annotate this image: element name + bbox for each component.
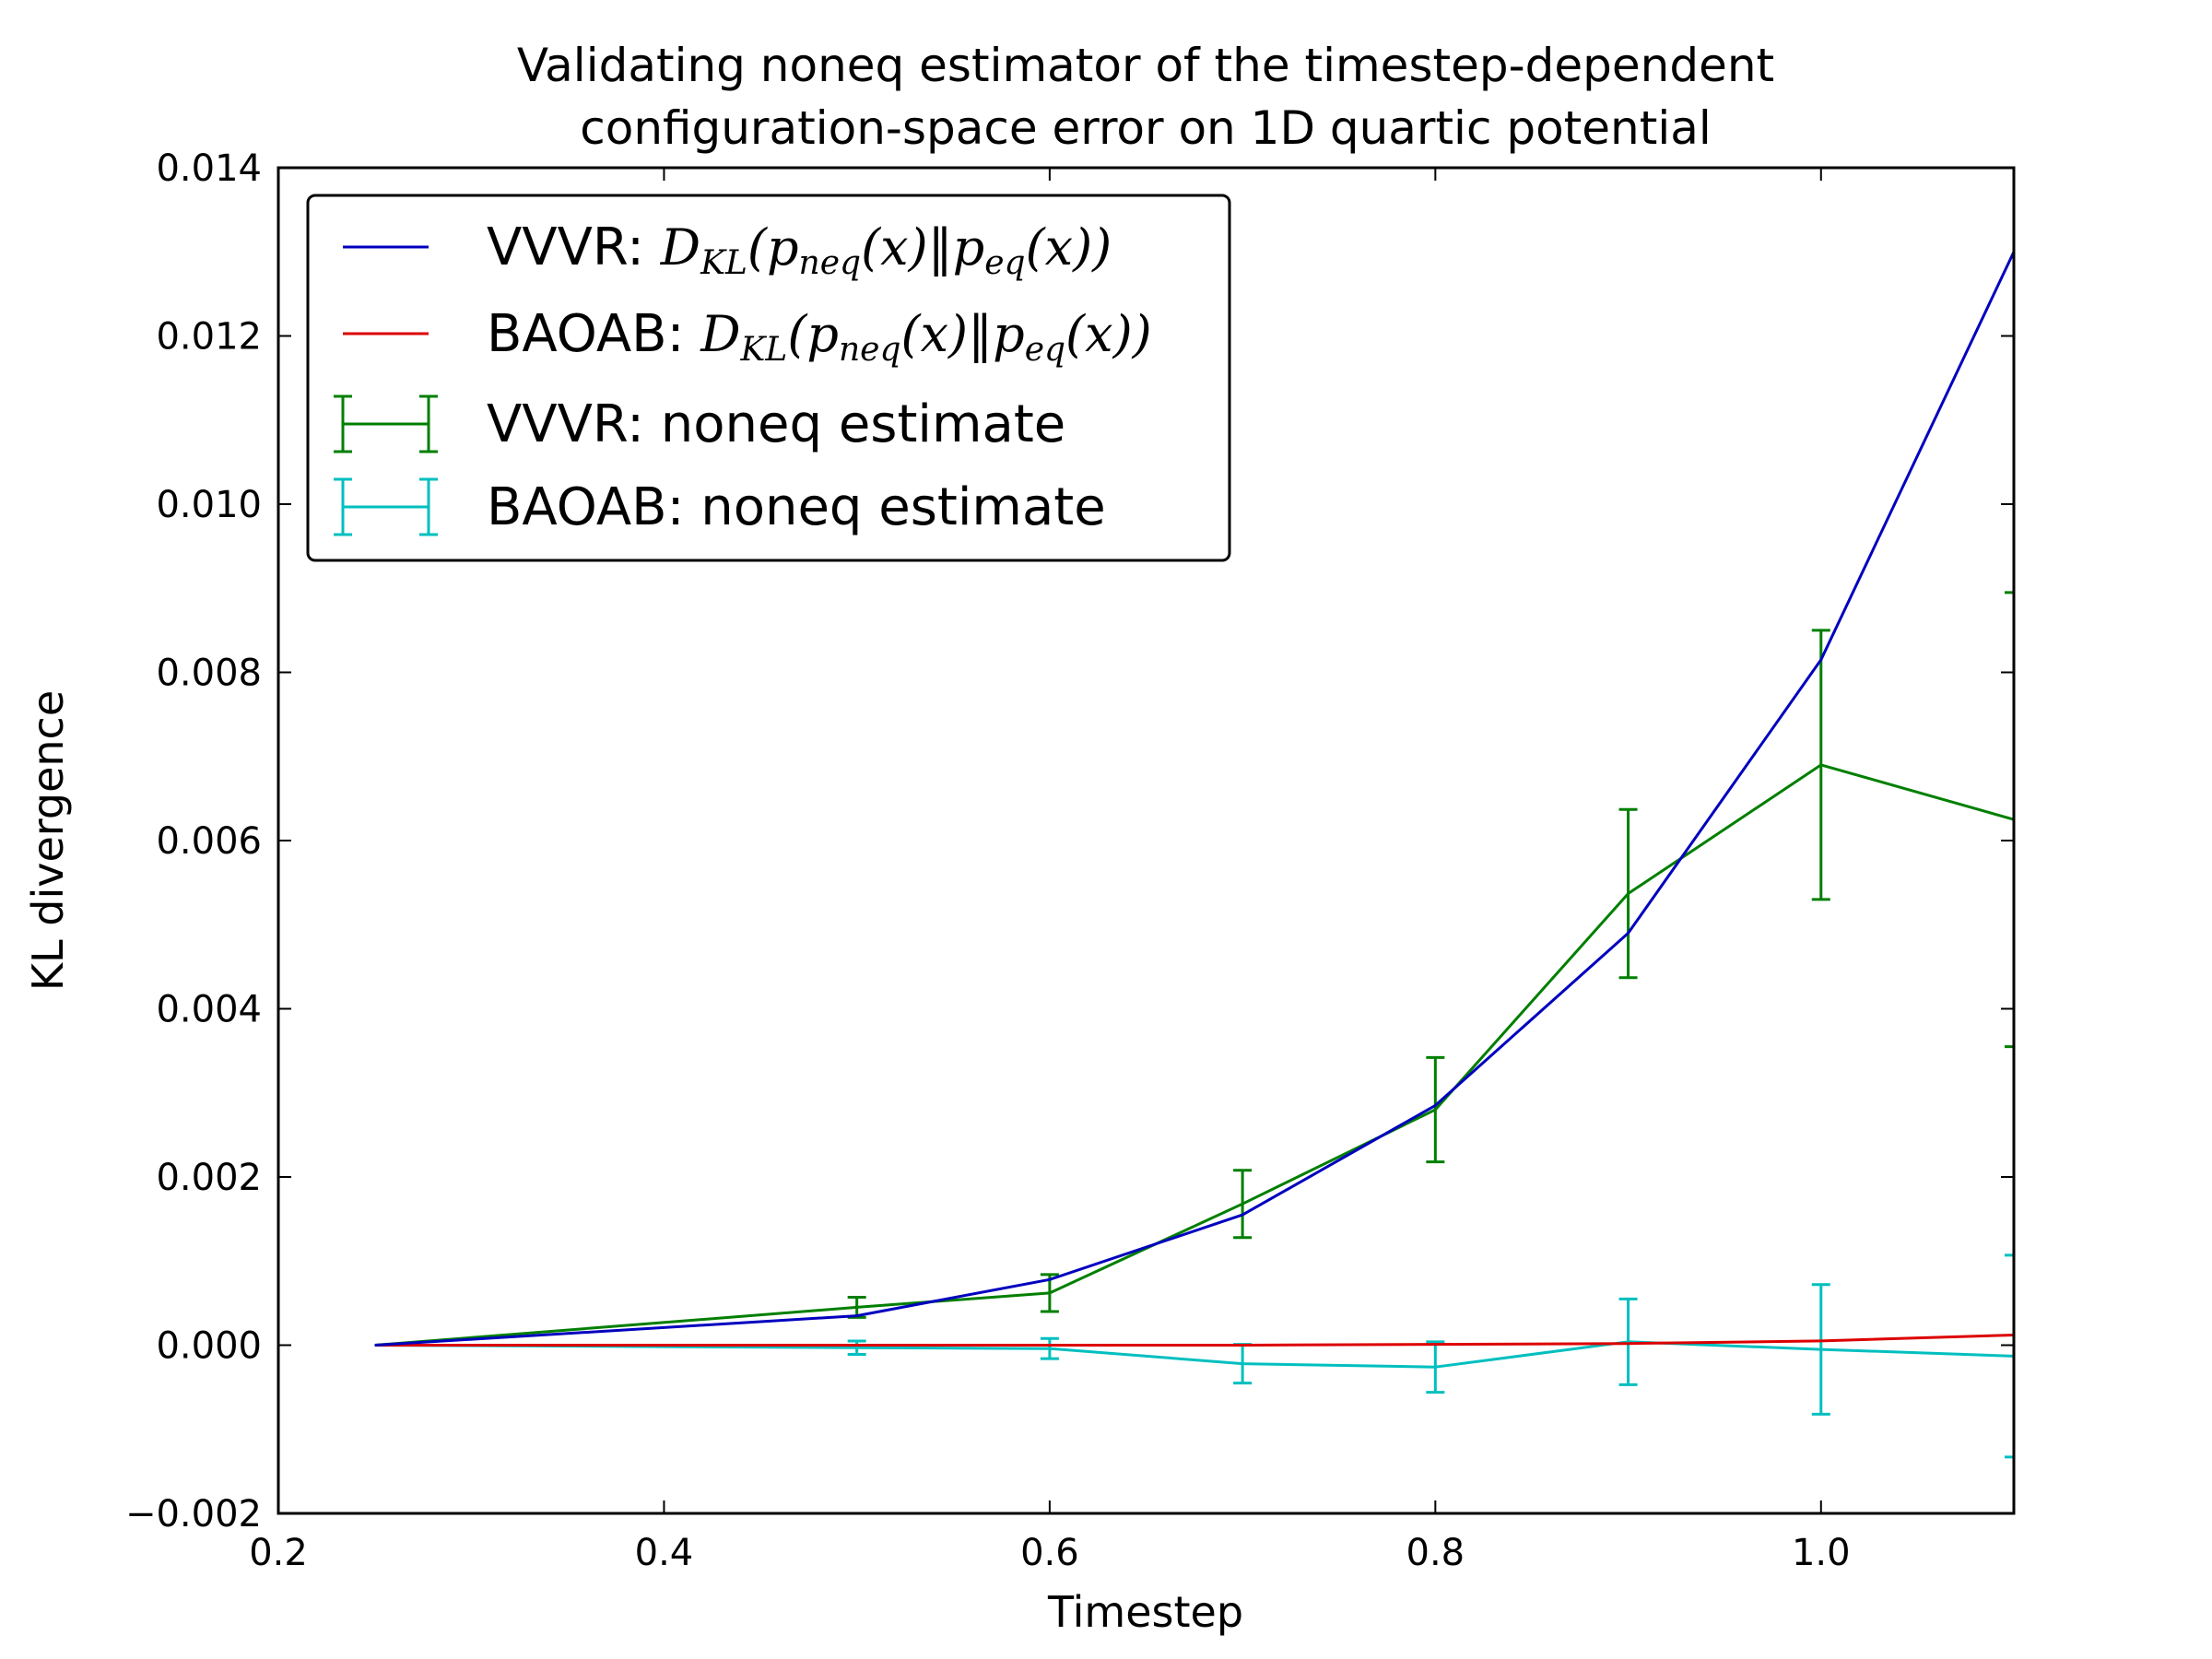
chart-title-line-1: Validating noneq estimator of the timest…	[517, 39, 1774, 92]
y-tick-label: 0.006	[156, 820, 262, 863]
series-layer	[374, 251, 2014, 1459]
y-tick-label: 0.012	[156, 316, 262, 359]
series-1	[374, 1334, 2014, 1347]
error-bar	[2005, 1253, 2014, 1459]
y-tick-label: 0.004	[156, 989, 262, 1031]
legend-math-vvvr-kl: DKL(pneq(x)‖peq(x))	[660, 218, 1112, 282]
y-tick-label: 0.010	[156, 484, 262, 526]
error-bar	[847, 1339, 866, 1357]
series-line	[374, 1340, 2014, 1369]
y-tick-label: 0.002	[156, 1157, 262, 1199]
series-line	[374, 1334, 2014, 1347]
series-line	[374, 251, 2014, 1347]
error-bar	[1040, 1336, 1059, 1360]
x-axis-label: Timestep	[1047, 1587, 1243, 1637]
legend-label-vvvr-noneq: VVVR: noneq estimate	[487, 394, 1065, 454]
legend-swatch-baoab-noneq	[334, 477, 438, 536]
legend-frame	[306, 194, 1231, 562]
y-tick-label: 0.008	[156, 653, 262, 695]
error-bar	[1811, 629, 1830, 901]
legend-label-vvvr-kl: VVVR:	[487, 218, 661, 277]
legend-swatch-vvvr-noneq	[334, 394, 438, 453]
series-line	[374, 763, 2014, 1347]
x-tick-label: 0.8	[1406, 1532, 1465, 1574]
legend-entry-vvvr-kl: VVVR: DKL(pneq(x)‖peq(x))	[487, 218, 1112, 282]
x-tick-label: 1.0	[1792, 1532, 1851, 1574]
y-tick-label: 0.000	[156, 1325, 262, 1368]
ticks-layer: 0.2 0.4 0.6 0.8 1.0 −0.002 0.000 0.002 0.004 0.00…	[125, 147, 2014, 1574]
error-bar	[1811, 1283, 1830, 1416]
y-axis-label: KL divergence	[23, 690, 73, 991]
y-tick-label: −0.002	[125, 1493, 262, 1535]
error-bar	[1426, 1340, 1445, 1394]
legend-label-baoab-noneq: BAOAB: noneq estimate	[487, 477, 1106, 537]
x-tick-label: 0.6	[1020, 1532, 1079, 1574]
x-tick-label: 0.4	[635, 1532, 694, 1574]
error-bar	[1618, 1297, 1638, 1386]
y-tick-label: 0.014	[156, 147, 262, 190]
series-2	[374, 591, 2014, 1347]
error-bar	[2005, 591, 2014, 1049]
error-bar	[1618, 807, 1638, 980]
error-bar	[1426, 1055, 1445, 1164]
chart-title-line-2: configuration-space error on 1D quartic …	[580, 101, 1712, 155]
legend-label-baoab-kl: BAOAB:	[487, 304, 700, 364]
error-bar	[1233, 1169, 1253, 1240]
x-tick-label: 0.2	[249, 1532, 308, 1574]
legend: VVVR: DKL(pneq(x)‖peq(x)) BAOAB: DKL(pne…	[306, 194, 1231, 562]
series-0	[374, 251, 2014, 1347]
